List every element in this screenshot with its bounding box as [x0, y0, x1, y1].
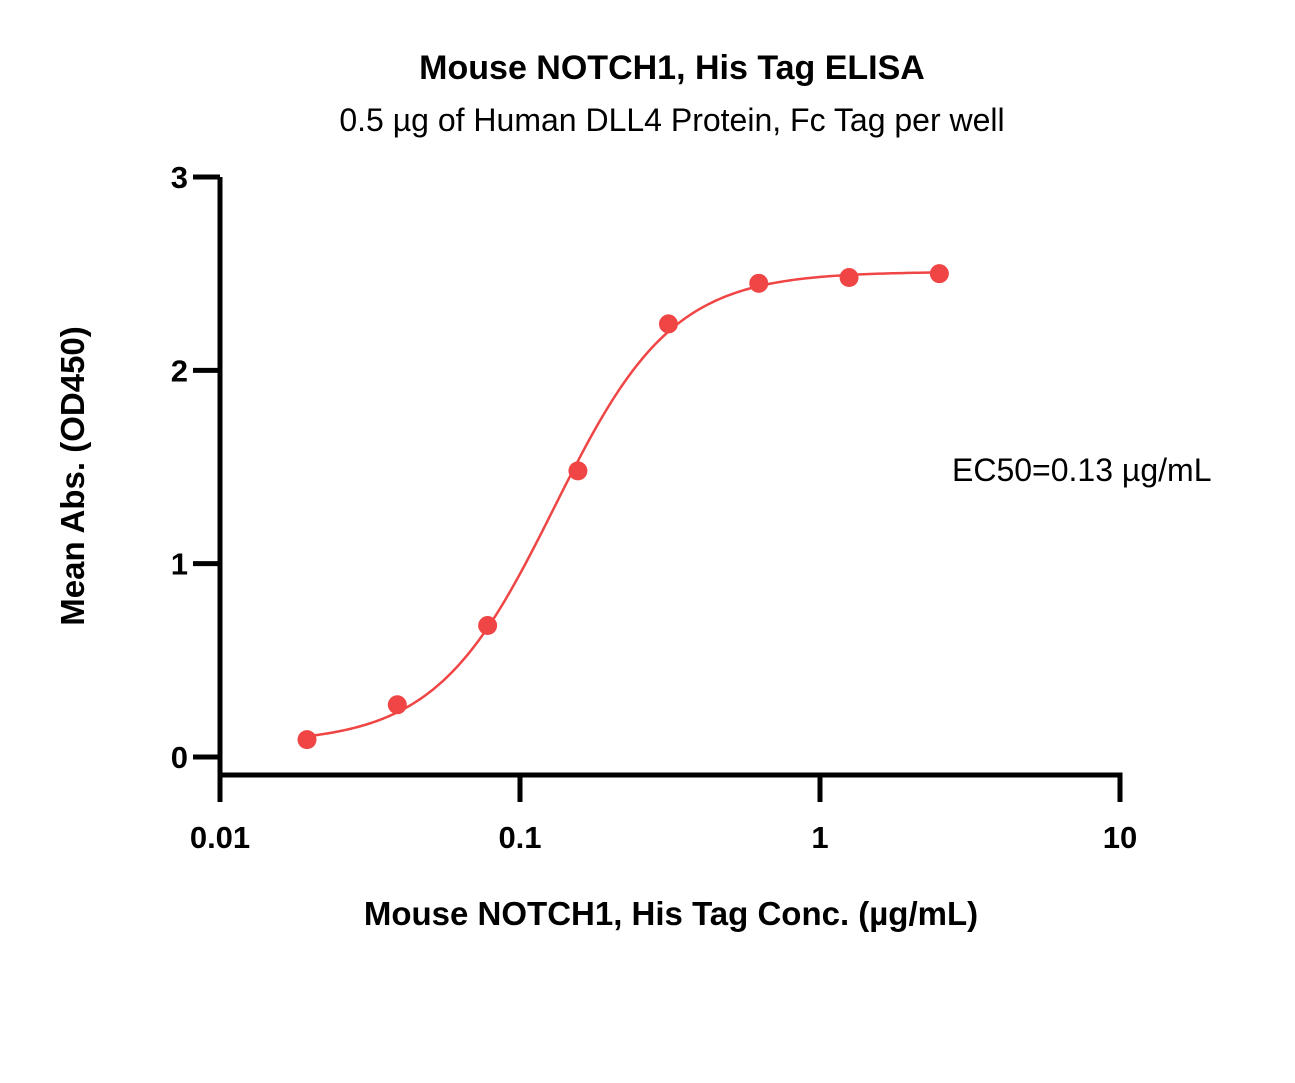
data-point	[387, 695, 407, 715]
chart-subtitle: 0.5 µg of Human DLL4 Protein, Fc Tag per…	[339, 102, 1004, 138]
data-point	[297, 730, 317, 750]
data-point	[839, 268, 859, 288]
y-tick-label: 0	[171, 740, 188, 775]
y-tick-label: 3	[171, 160, 188, 195]
x-axis-label: Mouse NOTCH1, His Tag Conc. (µg/mL)	[364, 895, 978, 932]
chart-title: Mouse NOTCH1, His Tag ELISA	[419, 49, 925, 87]
data-point	[749, 273, 769, 293]
x-tick-label: 0.1	[498, 820, 541, 855]
data-point	[478, 616, 498, 636]
y-axis-label: Mean Abs. (OD450)	[54, 326, 91, 626]
x-tick-label: 10	[1103, 820, 1137, 855]
x-axis-ticks: 0.01 0.1 1 10	[190, 775, 1137, 855]
y-axis-ticks: 0 1 2 3	[171, 160, 220, 775]
data-point	[568, 461, 588, 481]
x-tick-label: 1	[811, 820, 828, 855]
data-point	[929, 264, 949, 284]
fit-curve	[306, 271, 940, 738]
x-tick-label: 0.01	[190, 820, 250, 855]
y-tick-label: 1	[171, 547, 188, 582]
ec50-annotation: EC50=0.13 µg/mL	[952, 452, 1211, 488]
data-points	[297, 264, 949, 750]
data-point	[658, 314, 678, 334]
axes	[217, 177, 1123, 778]
y-tick-label: 2	[171, 353, 188, 388]
